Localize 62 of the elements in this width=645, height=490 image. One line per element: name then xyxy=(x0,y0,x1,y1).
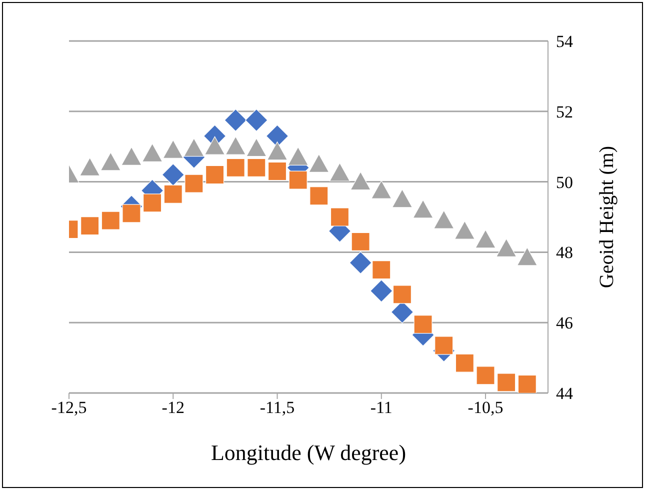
point xyxy=(518,374,536,393)
point xyxy=(224,108,247,132)
point xyxy=(288,170,308,190)
point xyxy=(351,232,370,251)
point xyxy=(245,108,268,132)
y-tick-label: 46 xyxy=(556,314,573,333)
point xyxy=(142,143,163,162)
point xyxy=(164,184,182,204)
point xyxy=(434,336,454,355)
y-tick-label: 48 xyxy=(556,243,573,262)
point xyxy=(247,158,266,178)
x-tick-label: -12 xyxy=(162,398,184,418)
point xyxy=(330,208,350,226)
y-tick-label: 44 xyxy=(556,384,574,404)
point xyxy=(454,220,475,240)
point xyxy=(371,180,392,199)
point xyxy=(414,315,432,334)
point xyxy=(475,230,496,248)
point xyxy=(476,366,495,385)
point xyxy=(310,186,328,206)
x-tick-label: -10,5 xyxy=(468,398,504,418)
point xyxy=(143,194,162,212)
point xyxy=(122,204,141,223)
point xyxy=(497,373,516,392)
x-tick-label: -11 xyxy=(370,398,392,418)
point xyxy=(496,238,517,257)
y-tick-label: 54 xyxy=(556,32,574,52)
point xyxy=(434,210,454,229)
point xyxy=(100,152,121,171)
point xyxy=(268,162,287,181)
point xyxy=(288,146,308,166)
point xyxy=(184,174,204,193)
point xyxy=(204,136,226,155)
point xyxy=(246,138,267,157)
point xyxy=(308,154,330,172)
x-tick-label: -12,5 xyxy=(51,398,87,418)
point xyxy=(329,162,350,182)
point xyxy=(392,285,412,304)
x-tick-label: -11,5 xyxy=(260,398,295,418)
point xyxy=(121,146,142,166)
point xyxy=(350,172,371,190)
point xyxy=(370,280,393,302)
point xyxy=(80,216,100,236)
point xyxy=(80,157,100,176)
point xyxy=(101,211,120,230)
point xyxy=(184,138,204,157)
point xyxy=(392,189,413,208)
point xyxy=(226,158,245,178)
point xyxy=(516,247,538,266)
x-axis-title: Longitude (W degree) xyxy=(210,440,406,465)
point xyxy=(225,136,246,155)
point xyxy=(412,200,434,218)
point xyxy=(162,163,184,186)
point xyxy=(205,165,224,184)
point xyxy=(349,251,372,274)
y-tick-label: 52 xyxy=(556,102,573,122)
point xyxy=(455,354,474,372)
point xyxy=(266,142,288,160)
y-axis-title: Geoid Height (m) xyxy=(596,146,618,288)
point xyxy=(162,140,184,158)
point xyxy=(372,260,391,280)
y-tick-label: 50 xyxy=(556,172,573,192)
